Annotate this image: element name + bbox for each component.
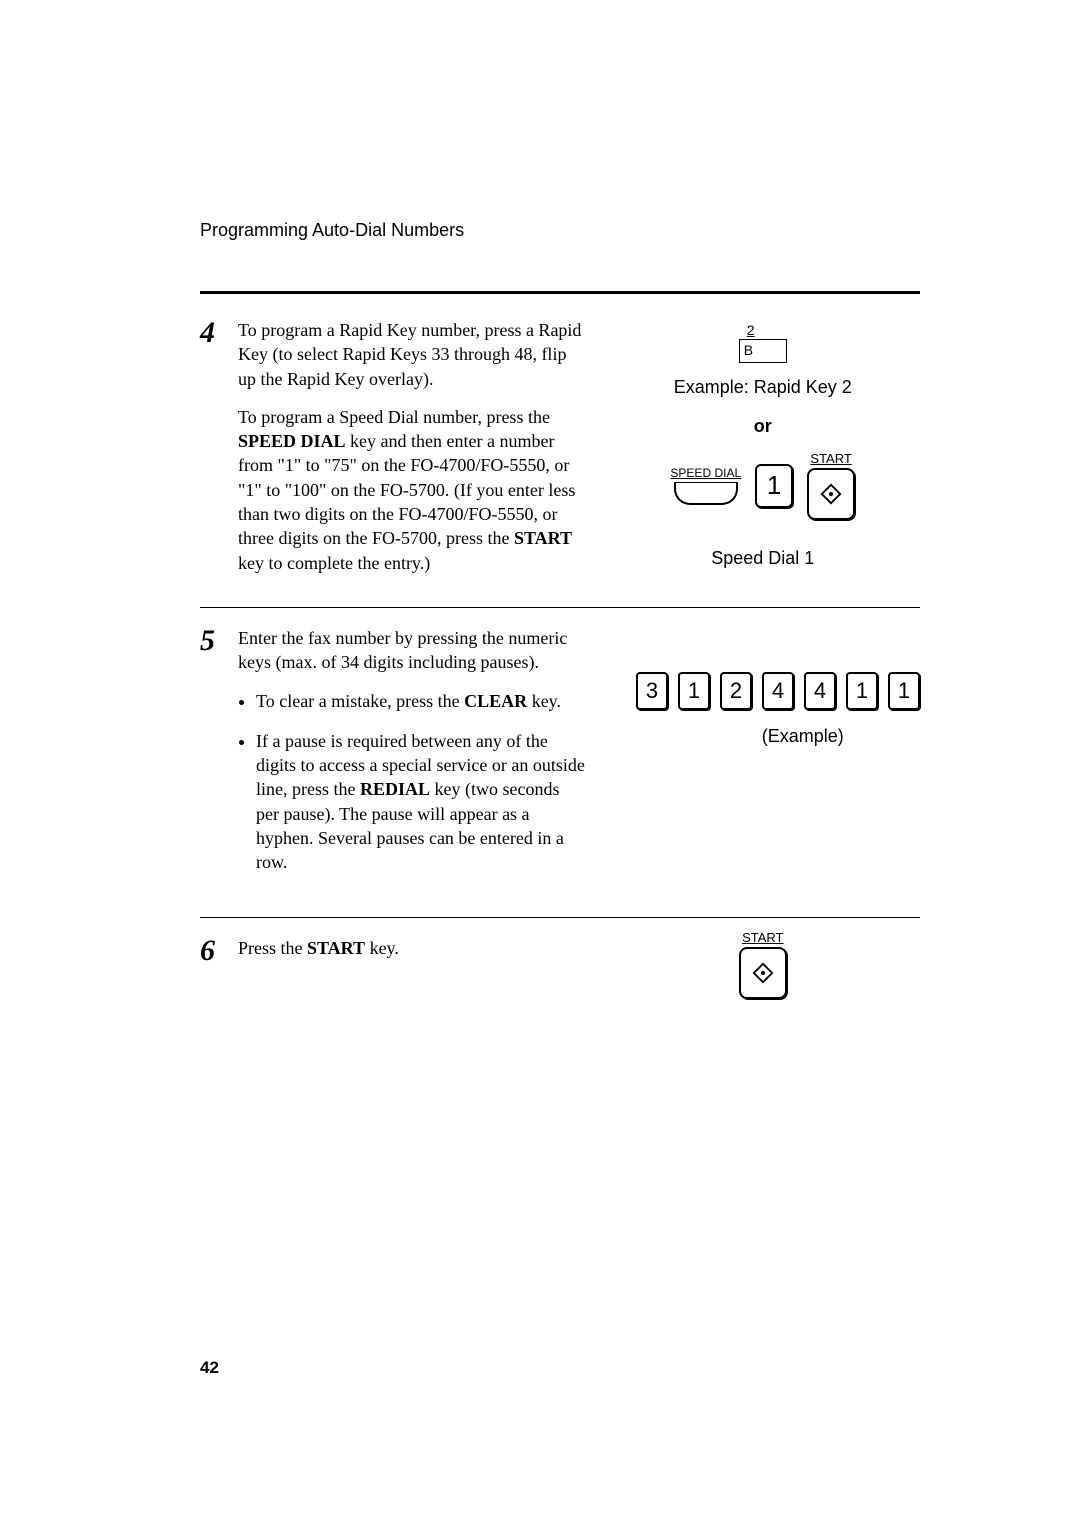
step-5-text: Enter the fax number by pressing the num… [238, 626, 586, 891]
step-4-text: To program a Rapid Key number, press a R… [238, 318, 586, 589]
step-4-para-2: To program a Speed Dial number, press th… [238, 405, 586, 575]
divider-thin-2 [200, 917, 920, 918]
or-label: or [754, 416, 772, 437]
rapid-key-diagram: 2 B [739, 322, 787, 363]
speed-dial-label: SPEED DIAL [670, 466, 741, 480]
step-6-text: Press the START key. [238, 936, 586, 999]
step-6-number: 6 [200, 936, 222, 966]
speed-dial-key: SPEED DIAL [670, 466, 741, 505]
step-5-bullet-1: To clear a mistake, press the CLEAR key. [256, 689, 586, 713]
step-4: 4 To program a Rapid Key number, press a… [200, 318, 920, 589]
step-5-bullet-2: If a pause is required between any of th… [256, 729, 586, 875]
start-key [807, 468, 855, 520]
start-icon [820, 483, 842, 505]
numeric-key: 4 [762, 672, 794, 710]
numeric-key: 1 [846, 672, 878, 710]
example-label: (Example) [606, 726, 920, 747]
page-number: 42 [200, 1358, 219, 1378]
step-4-number: 4 [200, 318, 222, 348]
start-label-6: START [742, 930, 783, 945]
step-5: 5 Enter the fax number by pressing the n… [200, 626, 920, 891]
numeric-key: 1 [888, 672, 920, 710]
numeric-key: 2 [720, 672, 752, 710]
speed-dial-icon [674, 482, 738, 505]
step-4-para-1: To program a Rapid Key number, press a R… [238, 318, 586, 391]
rapid-key-box: B [739, 339, 787, 363]
speed-dial-row: SPEED DIAL 1 START [670, 451, 855, 520]
section-header: Programming Auto-Dial Numbers [200, 220, 920, 241]
rapid-key-digit: 2 [739, 322, 763, 338]
step-5-number: 5 [200, 626, 222, 656]
step-6: 6 Press the START key. START [200, 936, 920, 999]
divider-thick [200, 291, 920, 294]
speed-dial-caption: Speed Dial 1 [711, 548, 814, 569]
start-icon [752, 962, 774, 984]
numeric-key: 4 [804, 672, 836, 710]
start-label: START [810, 451, 851, 466]
numeric-key-1: 1 [755, 464, 793, 508]
step-4-graphic: 2 B Example: Rapid Key 2 or SPEED DIAL 1… [606, 318, 920, 589]
step-6-graphic: START [606, 930, 920, 999]
fax-digit-row: 3124411 [606, 672, 920, 710]
step-5-graphic: 3124411 (Example) [606, 626, 920, 891]
step-5-para-1: Enter the fax number by pressing the num… [238, 626, 586, 675]
start-key-wrap: START [807, 451, 855, 520]
numeric-key: 3 [636, 672, 668, 710]
start-key-6 [739, 947, 787, 999]
divider-thin-1 [200, 607, 920, 608]
numeric-key: 1 [678, 672, 710, 710]
rapid-key-caption: Example: Rapid Key 2 [674, 377, 852, 398]
